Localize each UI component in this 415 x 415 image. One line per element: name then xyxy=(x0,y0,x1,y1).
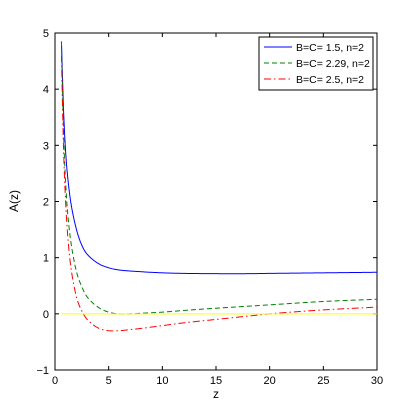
legend: B=C= 1.5, n=2 B=C= 2.29, n=2 B=C= 2.5, n=2 xyxy=(258,36,374,91)
x-tick-label: 0 xyxy=(52,375,58,387)
legend-label: B=C= 2.5, n=2 xyxy=(296,74,364,86)
y-tick-label: −1 xyxy=(36,365,49,377)
legend-label: B=C= 1.5, n=2 xyxy=(296,42,364,54)
y-tick-label: 2 xyxy=(43,197,49,209)
y-tick-label: 0 xyxy=(43,309,49,321)
x-tick-label: 20 xyxy=(264,375,276,387)
x-tick-label: 5 xyxy=(106,375,112,387)
y-tick-label: 1 xyxy=(43,253,49,265)
y-tick-label: 4 xyxy=(43,84,49,96)
y-axis-label: A(z) xyxy=(7,190,21,212)
y-tick-label: 5 xyxy=(43,28,49,40)
series-line-2 xyxy=(60,41,378,315)
legend-label: B=C= 2.29, n=2 xyxy=(296,58,370,70)
series-layer xyxy=(60,41,378,332)
x-tick-label: 15 xyxy=(210,375,222,387)
x-axis-label: z xyxy=(213,387,219,401)
series-line-1 xyxy=(60,41,378,275)
x-tick-label: 30 xyxy=(371,375,383,387)
x-tick-label: 10 xyxy=(156,375,168,387)
legend-box xyxy=(258,36,374,91)
x-tick-label: 25 xyxy=(317,375,329,387)
series-line-3 xyxy=(60,55,378,332)
y-tick-label: 3 xyxy=(43,140,49,152)
